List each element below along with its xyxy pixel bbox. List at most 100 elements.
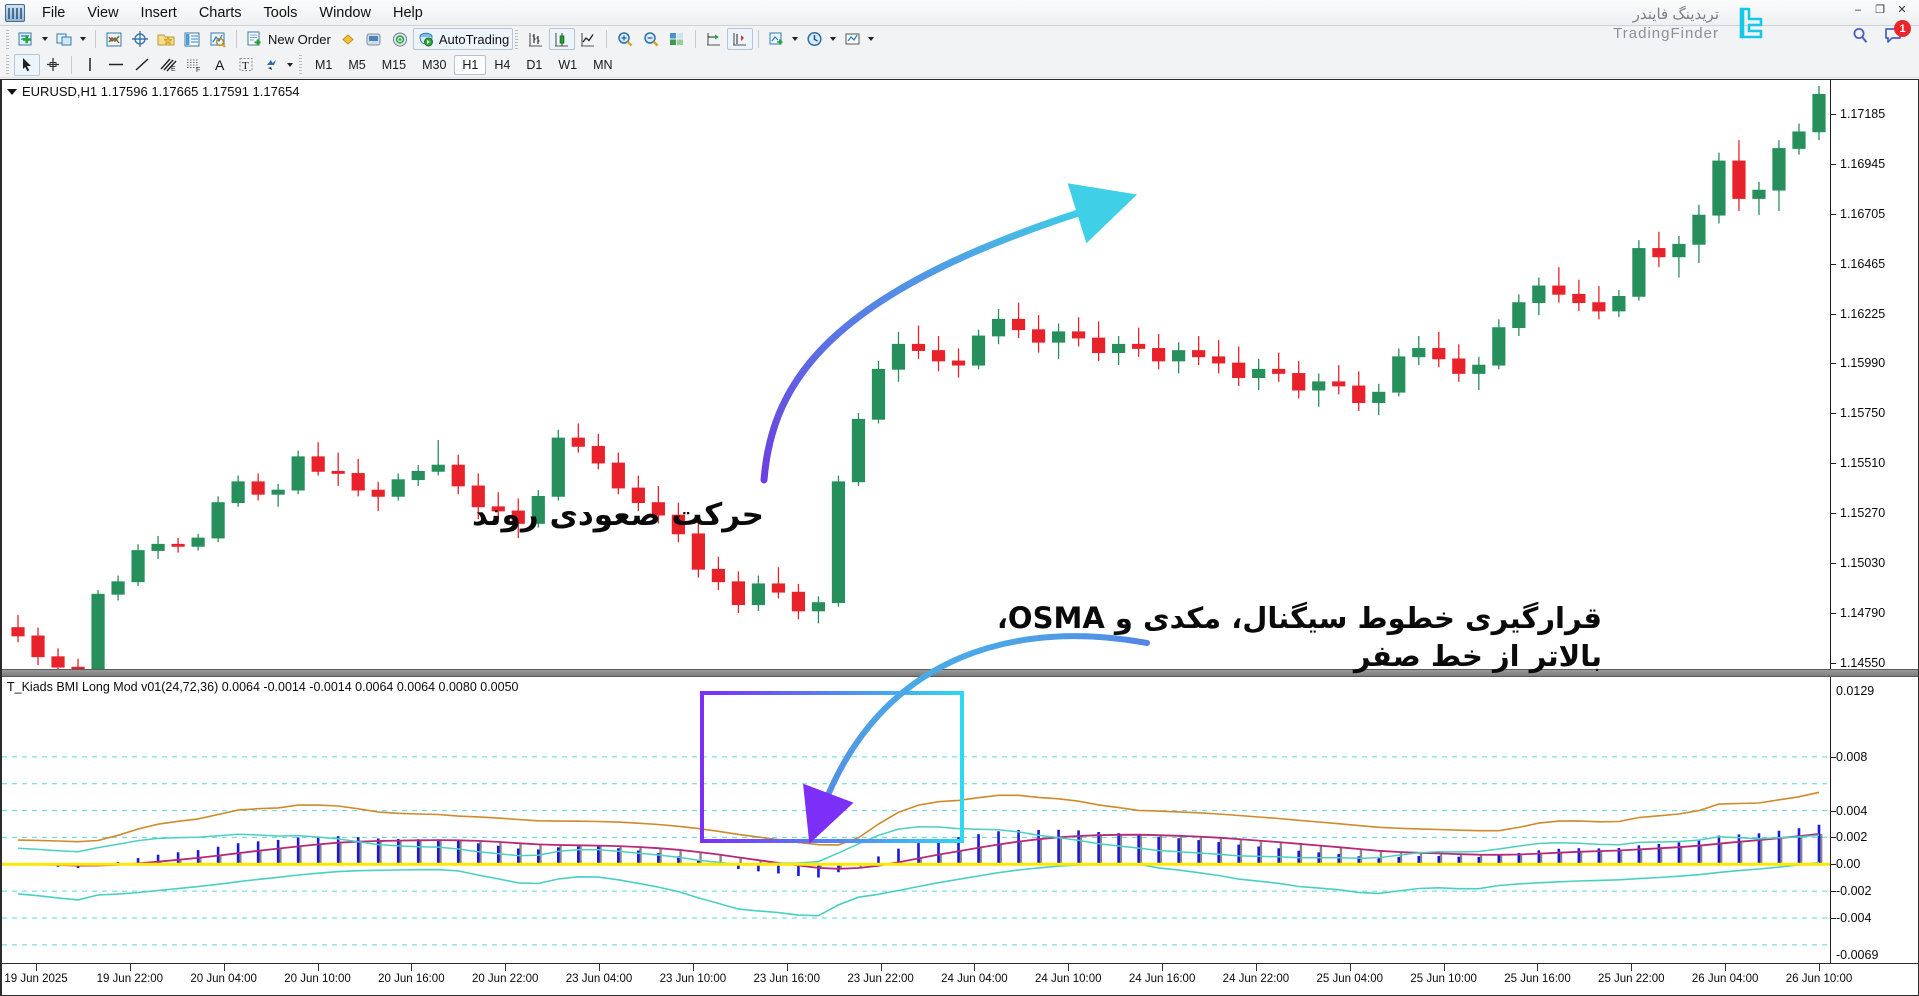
chart-shift-button[interactable] [701,28,727,50]
new-order-icon [246,31,264,48]
navigator-button[interactable] [153,28,179,50]
menu-file[interactable]: File [42,4,66,21]
price-pane[interactable]: EURUSD,H1 1.17596 1.17665 1.17591 1.1765… [2,80,1918,669]
horizontal-line-icon [107,56,125,73]
data-window-button[interactable] [127,28,153,50]
zoom-out-button[interactable] [638,28,664,50]
timeframe-d1[interactable]: D1 [526,57,543,72]
vertical-line-tool[interactable] [77,54,103,76]
indicators-icon [768,31,786,48]
menu-charts[interactable]: Charts [198,4,242,21]
timeframe-m30[interactable]: M30 [422,57,447,72]
time-tick-label: 24 Jun 10:00 [1034,973,1102,985]
equidistant-channel-tool[interactable]: E [155,54,181,76]
cursor-tool[interactable] [14,53,40,76]
price-tick-label: 1.15030 [1840,556,1886,570]
time-axis[interactable]: 19 Jun 2025 19 Jun 22:00 20 Jun 04:00 20 Ju… [2,963,1918,995]
indicator-axis[interactable]: 0.0129 0.008 0.004 0.002 0.00 -0.002 -0.004 -0.… [1830,677,1918,963]
text-label-tool[interactable]: T [233,54,259,76]
chart-window[interactable]: EURUSD,H1 1.17596 1.17665 1.17591 1.1765… [0,79,1919,996]
auto-scroll-button[interactable] [727,28,754,50]
timeframe-h1[interactable]: H1 [454,54,487,75]
price-tick-label: 1.15990 [1840,356,1886,371]
profiles-button[interactable] [52,28,90,50]
autotrading-button[interactable]: AutoTrading [412,28,514,50]
timeframe-m1[interactable]: M1 [315,57,333,72]
time-tick-label: 24 Jun 16:00 [1128,973,1196,985]
indicator-tick [1831,891,1836,893]
zoom-in-button[interactable] [612,28,638,50]
mql5-community-button[interactable] [335,28,361,50]
line-chart-icon [579,31,597,48]
price-tick [1831,114,1836,116]
chevron-down-icon[interactable] [830,37,837,41]
time-tick [1068,964,1070,971]
horizontal-line-tool[interactable] [103,54,129,76]
strategy-tester-button[interactable] [205,28,231,50]
market-watch-button[interactable] [101,28,127,50]
chevron-down-icon[interactable] [7,88,17,95]
close-button[interactable]: ✕ [1897,4,1907,16]
time-tick [974,964,976,971]
indicator-tick-label: -0.004 [1836,911,1872,926]
toolbar-grip[interactable] [299,55,302,74]
menu-help[interactable]: Help [392,4,423,21]
chevron-down-icon[interactable] [80,37,86,41]
terminal-button[interactable] [179,28,205,50]
candlestick-chart-button[interactable] [549,28,576,50]
timeframe-m5[interactable]: M5 [348,57,366,72]
indicator-tick-label: -0.0069 [1836,948,1879,962]
trendline-tool[interactable] [129,54,155,76]
toolbar-separator [606,30,608,48]
indicator-pane[interactable]: T_Kiads BMI Long Mod v01(24,72,36) 0.006… [2,677,1918,963]
chevron-down-icon[interactable] [42,37,48,41]
channel-icon: E [159,56,177,73]
arrows-tool[interactable] [259,54,297,76]
metaeditor-button[interactable] [361,28,387,50]
time-tick [692,964,694,971]
chevron-down-icon[interactable] [287,62,293,67]
time-tick-label: 19 Jun 22:00 [96,973,164,985]
time-tick-label: 25 Jun 10:00 [1410,973,1477,985]
line-chart-button[interactable] [575,28,601,50]
chevron-down-icon[interactable] [868,37,875,41]
crosshair-tool[interactable] [40,54,66,76]
periods-button[interactable] [802,28,840,50]
restore-button[interactable]: ❐ [1875,4,1885,16]
price-axis[interactable]: 1.17185 1.16945 1.16705 1.16465 1.16225 1.159… [1830,80,1918,669]
indicators-button[interactable] [764,28,802,50]
bar-chart-button[interactable] [523,28,549,50]
timeframe-w1[interactable]: W1 [558,57,578,72]
indicator-tick [1831,837,1836,839]
toolbar-grip[interactable] [6,55,9,74]
templates-button[interactable] [840,28,878,50]
menu-insert[interactable]: Insert [140,4,177,21]
timeframe-mn[interactable]: MN [593,57,613,72]
minimize-button[interactable]: – [1854,3,1862,16]
toolbar-grip[interactable] [515,29,519,49]
menu-view[interactable]: View [87,4,119,21]
new-order-button[interactable]: New Order [242,28,335,50]
menu-tools[interactable]: Tools [263,4,298,21]
timeframe-m15[interactable]: M15 [381,57,407,72]
time-tick-label: 23 Jun 10:00 [659,973,727,985]
price-tick-label: 1.15750 [1840,406,1886,421]
logo-name-fa: تریدینگ فایندر [1632,6,1719,24]
timeframe-h4[interactable]: H4 [494,57,511,72]
chevron-down-icon[interactable] [792,37,799,41]
auto-scroll-icon [731,31,749,48]
text-tool[interactable]: A [207,54,233,76]
mql5-signals-button[interactable] [387,28,413,50]
tile-windows-button[interactable] [664,28,690,50]
time-tick-label: 23 Jun 04:00 [565,973,633,985]
fibonacci-tool[interactable]: F [181,54,207,76]
menu-window[interactable]: Window [319,4,371,21]
new-chart-button[interactable] [14,28,52,50]
toolbar-grip[interactable] [6,29,9,49]
search-button[interactable] [1851,26,1871,46]
price-tick [1831,214,1836,216]
notifications-button[interactable]: 1 [1883,20,1911,46]
indicator-tick [1831,918,1836,920]
price-tick [1831,413,1836,415]
fibonacci-icon: F [185,56,203,73]
